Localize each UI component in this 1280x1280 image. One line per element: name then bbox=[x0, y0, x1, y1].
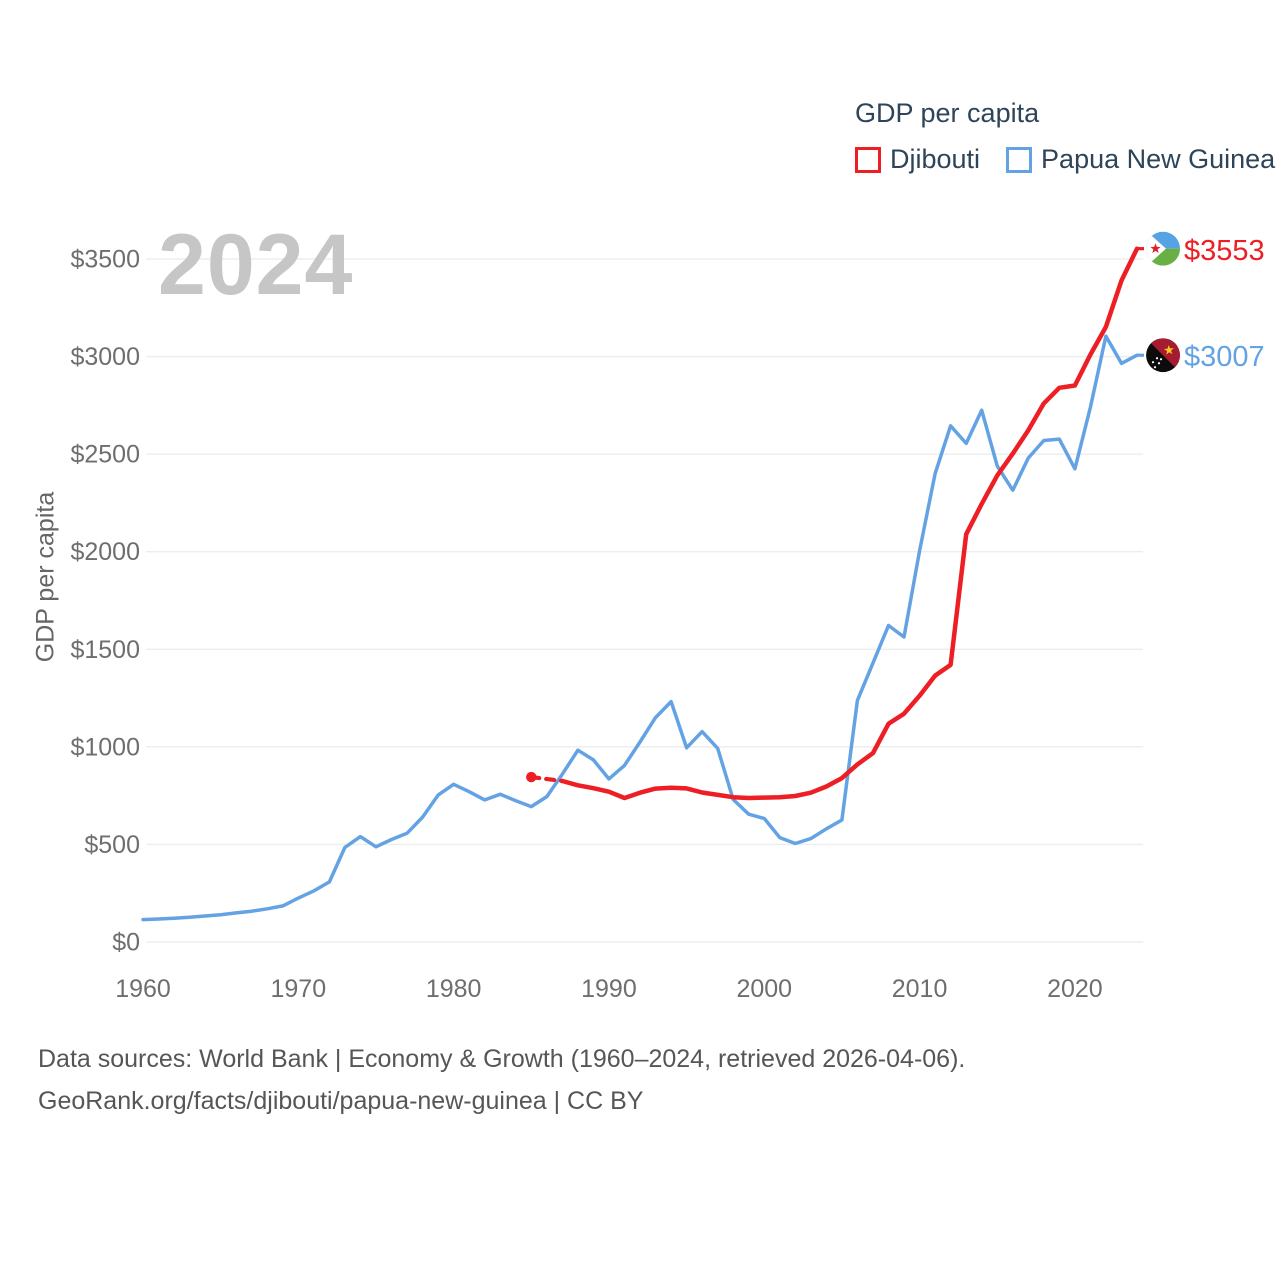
papua-new-guinea-flag-icon bbox=[1146, 338, 1180, 373]
png-flag-star bbox=[1151, 361, 1155, 364]
x-tick-label: 1990 bbox=[581, 975, 637, 1003]
x-tick-label: 1970 bbox=[271, 975, 327, 1003]
x-axis-labels: 1960 1970 1980 1990 2000 2010 2020 bbox=[115, 975, 1103, 1003]
attribution-line: GeoRank.org/facts/djibouti/papua-new-gui… bbox=[38, 1087, 644, 1115]
y-tick-label: $2500 bbox=[70, 441, 140, 469]
x-tick-label: 1960 bbox=[115, 975, 171, 1003]
papua-new-guinea-swatch-icon bbox=[1006, 146, 1033, 173]
y-tick-label: $3000 bbox=[70, 343, 140, 371]
legend-row: Djibouti Papua New Guinea bbox=[855, 144, 1275, 175]
papua-new-guinea-series-line bbox=[141, 334, 1139, 922]
y-axis-title: GDP per capita bbox=[31, 491, 60, 663]
djibouti-dashed-segment bbox=[529, 775, 565, 784]
gridlines bbox=[146, 258, 1143, 943]
y-tick-label: $1500 bbox=[70, 636, 140, 664]
flag-icons bbox=[1138, 231, 1180, 373]
x-tick-label: 2020 bbox=[1047, 975, 1103, 1003]
x-tick-label: 1980 bbox=[426, 975, 482, 1003]
legend-label: Djibouti bbox=[890, 144, 981, 174]
png-flag-star bbox=[1155, 357, 1159, 360]
png-flag-star bbox=[1157, 362, 1161, 365]
series-lines bbox=[141, 246, 1140, 922]
footer: Data sources: World Bank | Economy & Gro… bbox=[38, 1038, 965, 1122]
y-axis-labels: $0 $500 $1000 $1500 $2000 $2500 $3000 $3500 bbox=[70, 246, 140, 957]
legend-title: GDP per capita bbox=[855, 98, 1040, 128]
legend-label: Papua New Guinea bbox=[1041, 144, 1276, 174]
djibouti-swatch-icon bbox=[855, 146, 881, 173]
chart-legend: GDP per capita Djibouti Papua New Guinea bbox=[855, 98, 1275, 175]
png-flag-star bbox=[1159, 358, 1163, 361]
y-tick-label: $500 bbox=[84, 831, 140, 859]
png-flag-bird bbox=[1163, 345, 1174, 355]
x-tick-label: 2000 bbox=[736, 975, 792, 1003]
png-flag-red-half bbox=[1146, 338, 1180, 373]
y-tick-label: $2000 bbox=[70, 538, 140, 566]
year-watermark: 2024 bbox=[158, 217, 354, 313]
png-flag-star bbox=[1153, 366, 1157, 369]
x-tick-label: 2010 bbox=[892, 975, 948, 1003]
y-tick-label: $0 bbox=[112, 929, 140, 957]
legend-item-djibouti[interactable]: Djibouti bbox=[855, 144, 980, 175]
legend-item-papua-new-guinea[interactable]: Papua New Guinea bbox=[1006, 144, 1275, 175]
djibouti-series-line bbox=[560, 246, 1140, 801]
djibouti-end-value-label: $3553 bbox=[1184, 235, 1265, 267]
y-tick-label: $3500 bbox=[70, 246, 140, 274]
data-source-line: Data sources: World Bank | Economy & Gro… bbox=[38, 1045, 966, 1073]
y-tick-label: $1000 bbox=[70, 733, 140, 761]
djibouti-flag-icon bbox=[1146, 231, 1180, 266]
djibouti-flag-star bbox=[1150, 243, 1161, 254]
papua-new-guinea-end-value-label: $3007 bbox=[1184, 341, 1265, 373]
